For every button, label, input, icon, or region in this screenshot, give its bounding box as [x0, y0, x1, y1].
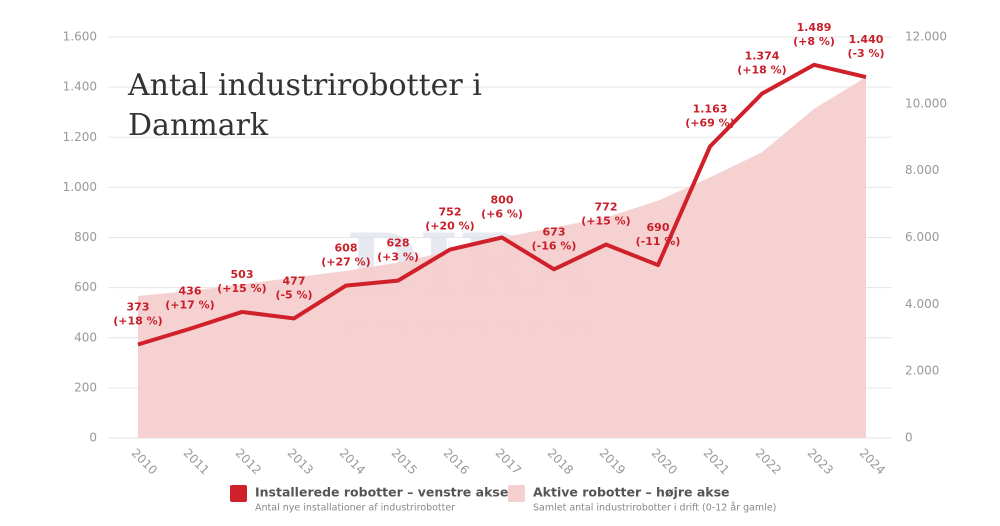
y2-tick-label: 0	[905, 431, 913, 445]
change-label: (+69 %)	[685, 117, 734, 130]
x-tick-label: 2021	[701, 446, 732, 477]
chart-title: Antal industrirobotter i Danmark	[128, 68, 482, 143]
change-label: (-5 %)	[275, 288, 312, 301]
data-label: 800	[491, 194, 514, 207]
x-tick-label: 2013	[285, 446, 316, 477]
data-label: 752	[439, 206, 462, 219]
data-label: 690	[647, 221, 670, 234]
y-tick-label: 1.200	[63, 130, 97, 144]
legend-swatch	[508, 485, 525, 502]
data-label: 436	[179, 285, 202, 298]
y-tick-label: 1.000	[63, 180, 97, 194]
y-tick-label: 600	[74, 280, 97, 294]
data-label: 1.374	[745, 50, 780, 63]
x-tick-label: 2015	[389, 446, 420, 477]
y2-tick-label: 6.000	[905, 230, 939, 244]
legend-description: Antal nye installationer af industrirobo…	[255, 503, 455, 514]
data-label: 1.440	[849, 33, 884, 46]
change-label: (+8 %)	[793, 35, 835, 48]
x-tick-label: 2010	[129, 446, 160, 477]
x-tick-label: 2014	[337, 446, 368, 477]
area	[138, 77, 866, 438]
change-label: (+15 %)	[581, 215, 630, 228]
y2-tick-label: 12.000	[905, 30, 947, 44]
y-tick-label: 800	[74, 230, 97, 244]
x-tick-label: 2022	[753, 446, 784, 477]
data-label: 373	[127, 301, 150, 314]
x-tick-label: 2018	[545, 446, 576, 477]
data-label: 1.163	[693, 103, 728, 116]
change-label: (-16 %)	[532, 239, 577, 252]
y-tick-label: 1.600	[63, 30, 97, 44]
x-tick-label: 2016	[441, 446, 472, 477]
data-label: 673	[543, 225, 566, 238]
data-label: 628	[387, 237, 410, 250]
legend-swatch	[230, 485, 247, 502]
y2-tick-label: 4.000	[905, 297, 939, 311]
change-label: (+3 %)	[377, 251, 419, 264]
x-tick-label: 2012	[233, 446, 264, 477]
legend-label: Aktive robotter – højre akse	[533, 485, 730, 500]
y-tick-label: 0	[89, 431, 97, 445]
change-label: (-11 %)	[636, 235, 681, 248]
legend-description: Samlet antal industrirobotter i drift (0…	[533, 503, 776, 514]
y2-tick-label: 2.000	[905, 364, 939, 378]
x-tick-label: 2017	[493, 446, 524, 477]
change-label: (+18 %)	[113, 315, 162, 328]
change-label: (+17 %)	[165, 299, 214, 312]
x-tick-label: 2024	[857, 446, 888, 477]
change-label: (+6 %)	[481, 208, 523, 221]
change-label: (+15 %)	[217, 282, 266, 295]
y-tick-label: 1.400	[63, 80, 97, 94]
data-label: 477	[283, 274, 306, 287]
x-tick-label: 2023	[805, 446, 836, 477]
x-tick-label: 2020	[649, 446, 680, 477]
change-label: (-3 %)	[847, 47, 884, 60]
line	[137, 62, 867, 347]
x-tick-label: 2019	[597, 446, 628, 477]
change-label: (+27 %)	[321, 256, 370, 269]
data-label: 772	[595, 201, 618, 214]
change-label: (+18 %)	[737, 64, 786, 77]
legend-label: Installerede robotter – venstre akse	[255, 485, 508, 500]
data-label: 503	[231, 268, 254, 281]
y-tick-label: 400	[74, 330, 97, 344]
x-tick-label: 2011	[181, 446, 212, 477]
change-label: (+20 %)	[425, 220, 474, 233]
data-label: 1.489	[797, 21, 832, 34]
y-tick-label: 200	[74, 380, 97, 394]
y2-tick-label: 10.000	[905, 96, 947, 110]
y2-tick-label: 8.000	[905, 163, 939, 177]
data-label: 608	[335, 242, 358, 255]
